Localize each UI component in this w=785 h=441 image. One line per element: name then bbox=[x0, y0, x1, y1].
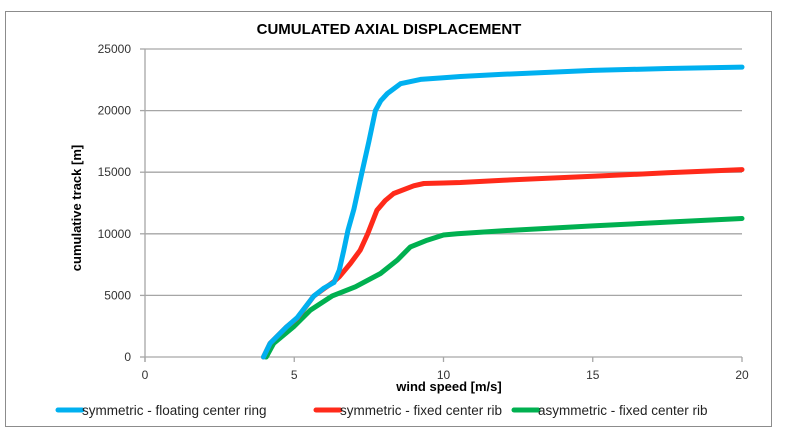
legend-item: symmetric - fixed center rib bbox=[313, 403, 502, 418]
y-tick-label: 5000 bbox=[104, 288, 131, 302]
y-tick-label: 20000 bbox=[98, 104, 132, 118]
series-line-asymmetric-fixed-center-rib bbox=[263, 216, 745, 360]
y-axis-title: cumulative track [m] bbox=[69, 145, 84, 271]
legend-label: symmetric - fixed center rib bbox=[340, 403, 502, 418]
legend: symmetric - floating center ring symmetri… bbox=[55, 403, 708, 418]
y-tick-label: 0 bbox=[124, 350, 131, 364]
y-tick-label: 25000 bbox=[98, 42, 132, 56]
x-tick-label: 15 bbox=[586, 368, 600, 382]
chart-title: CUMULATED AXIAL DISPLACEMENT bbox=[257, 21, 522, 38]
x-tick-label: 10 bbox=[437, 368, 451, 382]
x-tick-label: 0 bbox=[142, 368, 149, 382]
x-tick-labels: 0 5 10 15 20 bbox=[142, 368, 749, 382]
x-tick-label: 20 bbox=[735, 368, 749, 382]
legend-label: asymmetric - fixed center rib bbox=[538, 403, 708, 418]
axes bbox=[140, 48, 743, 362]
chart-frame bbox=[5, 11, 772, 427]
series-line-symmetric-floating-center-ring bbox=[261, 64, 745, 360]
legend-item: symmetric - floating center ring bbox=[55, 403, 267, 418]
x-axis-title: wind speed [m/s] bbox=[395, 379, 501, 394]
x-tick-label: 5 bbox=[291, 368, 298, 382]
legend-label: symmetric - floating center ring bbox=[82, 403, 267, 418]
y-tick-label: 10000 bbox=[98, 227, 132, 241]
legend-item: asymmetric - fixed center rib bbox=[511, 403, 708, 418]
series-line-symmetric-fixed-center-rib bbox=[261, 167, 745, 360]
y-tick-label: 15000 bbox=[98, 165, 132, 179]
series-lines bbox=[261, 64, 745, 360]
y-tick-labels: 0 5000 10000 15000 20000 25000 bbox=[98, 42, 132, 364]
